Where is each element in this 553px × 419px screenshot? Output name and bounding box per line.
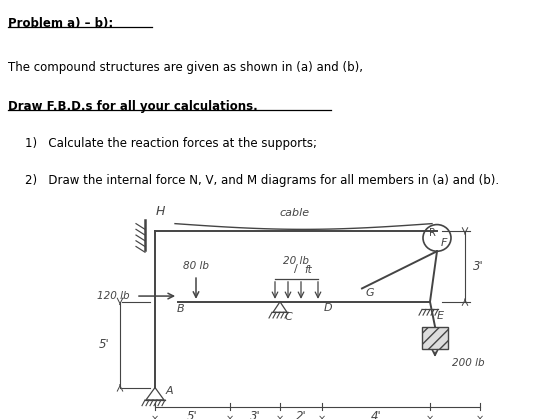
Text: F: F (441, 238, 447, 248)
Text: B: B (177, 304, 185, 314)
Text: D: D (324, 303, 332, 313)
Text: ×: × (426, 414, 434, 419)
Text: ×: × (226, 414, 234, 419)
Text: 120 lb: 120 lb (97, 291, 130, 301)
Text: 3': 3' (249, 410, 260, 419)
Text: ft: ft (304, 265, 312, 275)
Text: R: R (429, 228, 435, 238)
Text: 2)   Draw the internal force N, V, and M diagrams for all members in (a) and (b): 2) Draw the internal force N, V, and M d… (24, 174, 499, 187)
Text: H: H (155, 205, 165, 218)
Text: Problem a) – b):: Problem a) – b): (8, 17, 113, 30)
Text: A: A (166, 386, 174, 396)
Text: C: C (285, 312, 293, 322)
Text: The compound structures are given as shown in (a) and (b),: The compound structures are given as sho… (8, 61, 363, 74)
Text: /: / (294, 264, 298, 274)
Text: 80 lb: 80 lb (183, 261, 209, 271)
Text: 5': 5' (99, 338, 110, 351)
Text: ×: × (276, 414, 284, 419)
Bar (422, 326, 448, 349)
Text: cable: cable (280, 208, 310, 218)
Text: ×: × (476, 414, 484, 419)
Text: 5': 5' (187, 410, 198, 419)
Text: ×: × (151, 414, 159, 419)
Text: Draw F.B.D.s for all your calculations.: Draw F.B.D.s for all your calculations. (8, 100, 258, 113)
Text: 200 lb: 200 lb (452, 358, 484, 368)
Text: G: G (366, 288, 374, 298)
Text: 1)   Calculate the reaction forces at the supports;: 1) Calculate the reaction forces at the … (24, 137, 316, 150)
Text: 3': 3' (473, 260, 484, 273)
Text: 2': 2' (296, 410, 306, 419)
Text: ×: × (318, 414, 326, 419)
Text: 4': 4' (371, 410, 382, 419)
Text: 20 lb: 20 lb (283, 256, 309, 266)
Text: E: E (437, 311, 444, 321)
